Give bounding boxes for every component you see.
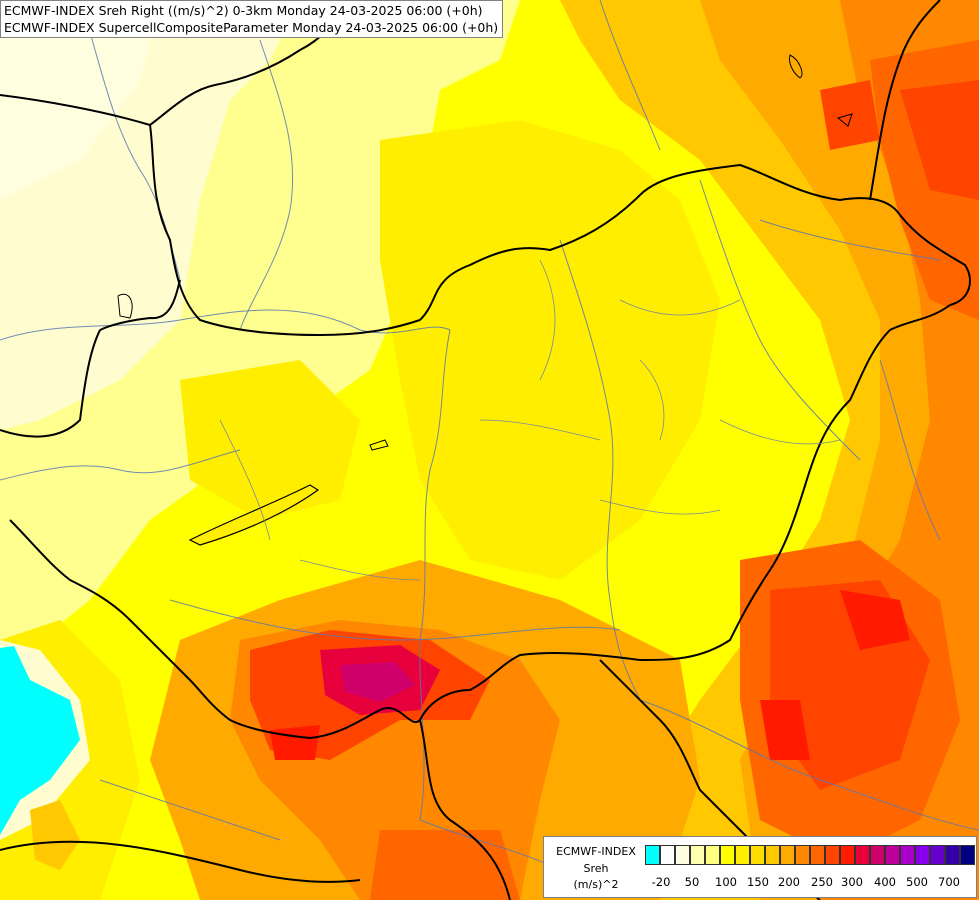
lake-balaton [188, 484, 320, 546]
legend-tick-label: 500 [906, 875, 928, 889]
legend-swatch [645, 845, 660, 865]
legend-swatch [780, 845, 795, 865]
legend-tick-label: 100 [715, 875, 737, 889]
legend-swatch [690, 845, 705, 865]
map-title: ECMWF-INDEX Sreh Right ((m/s)^2) 0-3km M… [0, 0, 504, 38]
legend-swatch [750, 845, 765, 865]
legend-swatch [660, 845, 675, 865]
county-borders [219, 259, 841, 581]
legend-tick-label: 300 [841, 875, 863, 889]
legend-swatch [765, 845, 780, 865]
legend-swatch [720, 845, 735, 865]
legend-swatch [810, 845, 825, 865]
legend-swatch [900, 845, 915, 865]
legend-tick-label: 200 [778, 875, 800, 889]
legend-swatch [735, 845, 750, 865]
legend-parameter: Sreh [583, 862, 609, 875]
legend-tick-label: 700 [938, 875, 960, 889]
legend-tick-label: 50 [684, 875, 700, 889]
legend-swatch [705, 845, 720, 865]
legend-tick-label: 400 [874, 875, 896, 889]
negative-sreh-area [0, 646, 80, 835]
legend-tick-label: 250 [811, 875, 833, 889]
legend-source: ECMWF-INDEX [556, 845, 636, 858]
yellow-area-center [380, 120, 720, 580]
color-legend: ECMWF-INDEX Sreh (m/s)^2 -20 50 100 150 200 2… [543, 836, 977, 898]
legend-swatch [915, 845, 930, 865]
legend-swatch [945, 845, 960, 865]
rivers [0, 0, 979, 871]
title-line-2: ECMWF-INDEX SupercellCompositeParameter … [4, 20, 499, 35]
legend-swatch [840, 845, 855, 865]
legend-swatch [825, 845, 840, 865]
legend-tick-label: -20 [651, 875, 671, 889]
legend-swatch [930, 845, 945, 865]
title-line-1: ECMWF-INDEX Sreh Right ((m/s)^2) 0-3km M… [4, 3, 483, 18]
legend-tick-label: 150 [747, 875, 769, 889]
legend-unit: (m/s)^2 [573, 878, 619, 891]
legend-swatch [675, 845, 690, 865]
legend-swatch [870, 845, 885, 865]
legend-swatch [885, 845, 900, 865]
legend-swatch [795, 845, 810, 865]
legend-swatch [855, 845, 870, 865]
legend-swatch [960, 845, 975, 865]
